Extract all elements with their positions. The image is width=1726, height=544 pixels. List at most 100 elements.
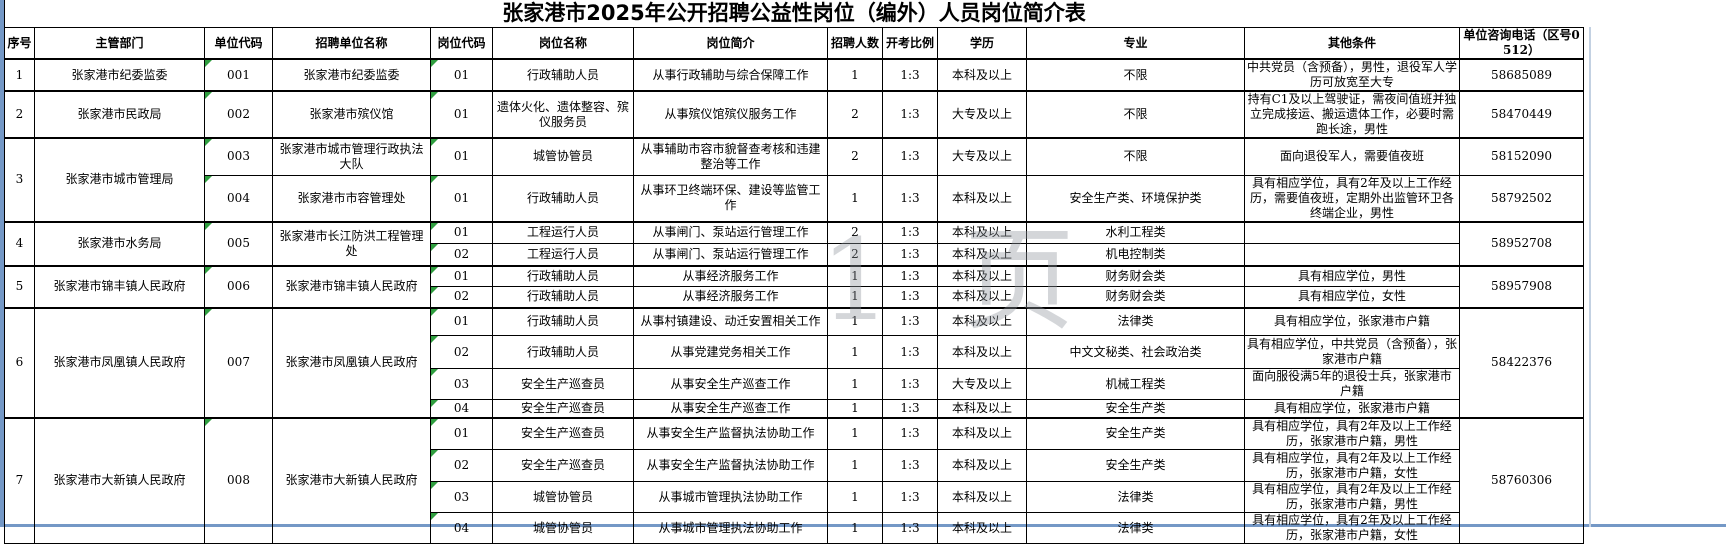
header-ratio: 开考比例 — [882, 27, 938, 60]
unit-name-cell: 张家港市大新镇人民政府 — [272, 416, 431, 544]
unit-code-cell: 004 — [204, 174, 273, 222]
serial-cell: 4 — [4, 220, 35, 266]
other-cell — [1244, 243, 1460, 266]
serial-cell: 6 — [4, 306, 35, 418]
serial-cell: 7 — [4, 416, 35, 544]
unit-code-cell: 007 — [204, 306, 273, 418]
major-cell: 法律类 — [1026, 481, 1245, 513]
pos-desc-cell: 从事闸门、泵站运行管理工作 — [633, 220, 828, 244]
pos-code-cell: 01 — [430, 306, 493, 336]
major-cell: 安全生产类 — [1026, 449, 1245, 482]
other-cell: 具有相应学位，具有2年及以上工作经历，张家港市户籍，男性 — [1244, 481, 1460, 513]
header-pos-name: 岗位名称 — [492, 27, 634, 60]
other-cell — [1244, 220, 1460, 244]
pos-code-cell: 01 — [430, 174, 493, 222]
ratio-cell: 1:3 — [882, 416, 938, 450]
major-cell: 不限 — [1026, 137, 1245, 176]
pos-code-cell: 03 — [430, 368, 493, 400]
serial-cell: 5 — [4, 264, 35, 308]
pos-code-cell: 02 — [430, 243, 493, 266]
phone-cell: 58957908 — [1459, 264, 1584, 308]
pos-name-cell: 行政辅助人员 — [492, 306, 634, 336]
pos-desc-cell: 从事闸门、泵站运行管理工作 — [633, 243, 828, 266]
pos-desc-cell: 从事经济服务工作 — [633, 264, 828, 287]
pos-name-cell: 城管协管员 — [492, 481, 634, 513]
pos-code-cell: 02 — [430, 286, 493, 308]
table-row: 004 张家港市市容管理处 01 行政辅助人员 从事环卫终端环保、建设等监管工作… — [5, 174, 1584, 222]
pos-desc-cell: 从事安全生产监督执法协助工作 — [633, 449, 828, 482]
table-row: 4 张家港市水务局 005 张家港市长江防洪工程管理处 01 工程运行人员 从事… — [4, 220, 1584, 266]
count-cell: 2 — [827, 220, 883, 244]
phone-cell: 58422376 — [1459, 306, 1584, 418]
pos-code-cell: 02 — [430, 335, 493, 369]
ratio-cell: 1:3 — [882, 449, 938, 482]
unit-name-cell: 张家港市城市管理行政执法大队 — [272, 137, 431, 176]
table-row: 3 张家港市城市管理局 003 张家港市城市管理行政执法大队 01 城管协管员 … — [4, 137, 1584, 222]
window-edge-left — [0, 0, 4, 527]
ratio-cell: 1:3 — [882, 399, 938, 418]
serial-cell: 3 — [4, 137, 35, 222]
phone-cell: 58685089 — [1459, 58, 1584, 92]
count-cell: 1 — [827, 368, 883, 400]
ratio-cell: 1:3 — [882, 512, 938, 544]
other-cell: 面向服役满5年的退役士兵，张家港市户籍 — [1244, 368, 1460, 400]
ratio-cell: 1:3 — [882, 174, 938, 222]
major-cell: 安全生产类、环境保护类 — [1026, 174, 1245, 222]
phone-cell: 58152090 — [1459, 137, 1584, 176]
edu-cell: 本科及以上 — [937, 306, 1027, 336]
edu-cell: 本科及以上 — [937, 512, 1027, 544]
count-cell: 1 — [827, 481, 883, 513]
count-cell: 1 — [827, 58, 883, 92]
other-cell: 面向退役军人，需要值夜班 — [1244, 137, 1460, 176]
unit-code-cell: 003 — [204, 137, 273, 176]
edu-cell: 大专及以上 — [937, 368, 1027, 400]
other-cell: 具有相应学位，男性 — [1244, 264, 1460, 287]
count-cell: 1 — [827, 335, 883, 369]
edu-cell: 本科及以上 — [937, 243, 1027, 266]
pos-code-cell: 01 — [430, 220, 493, 244]
pos-name-cell: 城管协管员 — [492, 137, 634, 176]
pos-code-cell: 01 — [430, 416, 493, 450]
other-cell: 持有C1及以上驾驶证，需夜间值班并独立完成接运、搬运遗体工作，必要时需跑长途，男… — [1244, 90, 1460, 139]
pos-name-cell: 安全生产巡查员 — [492, 399, 634, 418]
edu-cell: 本科及以上 — [937, 416, 1027, 450]
dept-cell: 张家港市民政局 — [34, 90, 205, 139]
unit-code-cell: 001 — [204, 58, 273, 92]
count-cell: 1 — [827, 416, 883, 450]
pos-name-cell: 行政辅助人员 — [492, 58, 634, 92]
header-major: 专业 — [1026, 27, 1245, 60]
ratio-cell: 1:3 — [882, 90, 938, 139]
count-cell: 1 — [827, 512, 883, 544]
major-cell: 安全生产类 — [1026, 399, 1245, 418]
pos-desc-cell: 从事安全生产巡查工作 — [633, 368, 828, 400]
major-cell: 财务财会类 — [1026, 264, 1245, 287]
pos-desc-cell: 从事行政辅助与综合保障工作 — [633, 58, 828, 92]
unit-code-cell: 008 — [204, 416, 273, 544]
ratio-cell: 1:3 — [882, 368, 938, 400]
major-cell: 法律类 — [1026, 306, 1245, 336]
table-row: 03 安全生产巡查员 从事安全生产巡查工作 1 1:3 大专及以上 机械工程类 … — [5, 368, 1584, 400]
count-cell: 1 — [827, 286, 883, 308]
ratio-cell: 1:3 — [882, 220, 938, 244]
phone-cell: 58792502 — [1459, 174, 1584, 222]
dept-cell: 张家港市纪委监委 — [34, 58, 205, 92]
edu-cell: 本科及以上 — [937, 481, 1027, 513]
pos-code-cell: 01 — [430, 137, 493, 176]
edu-cell: 本科及以上 — [937, 220, 1027, 244]
ratio-cell: 1:3 — [882, 264, 938, 287]
pos-code-cell: 02 — [430, 449, 493, 482]
count-cell: 2 — [827, 90, 883, 139]
major-cell: 中文文秘类、社会政治类 — [1026, 335, 1245, 369]
header-unit-code: 单位代码 — [204, 27, 273, 60]
header-row: 序号 主管部门 单位代码 招聘单位名称 岗位代码 岗位名称 岗位简介 招聘人数 … — [4, 27, 1584, 60]
edu-cell: 本科及以上 — [937, 399, 1027, 418]
edu-cell: 本科及以上 — [937, 449, 1027, 482]
pos-desc-cell: 从事城市管理执法协助工作 — [633, 481, 828, 513]
other-cell: 中共党员（含预备），男性，退役军人学历可放宽至大专 — [1244, 58, 1460, 92]
dept-cell: 张家港市水务局 — [34, 220, 205, 266]
pos-name-cell: 安全生产巡查员 — [492, 368, 634, 400]
table-row: 02 行政辅助人员 从事党建党务相关工作 1 1:3 本科及以上 中文文秘类、社… — [5, 335, 1584, 369]
pos-desc-cell: 从事经济服务工作 — [633, 286, 828, 308]
pos-desc-cell: 从事安全生产监督执法协助工作 — [633, 416, 828, 450]
table-row: 02 安全生产巡查员 从事安全生产监督执法协助工作 1 1:3 本科及以上 安全… — [5, 449, 1584, 482]
